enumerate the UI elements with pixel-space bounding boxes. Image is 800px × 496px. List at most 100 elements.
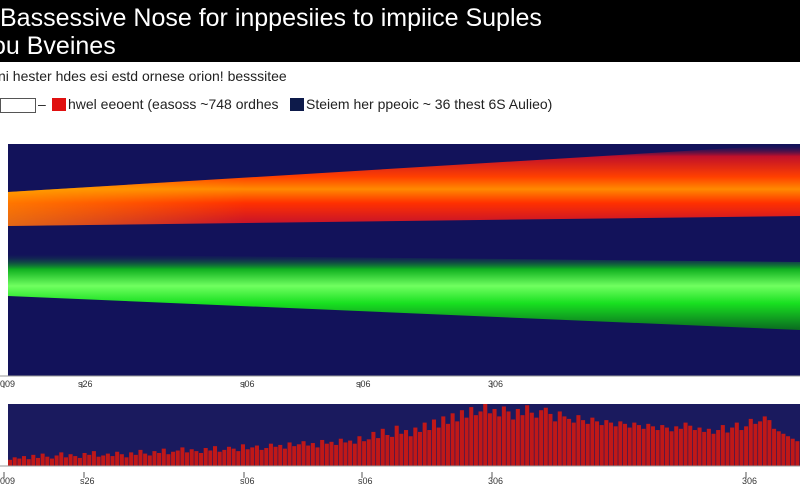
bar	[161, 448, 166, 466]
bar	[115, 451, 120, 466]
bar	[236, 451, 241, 466]
bar	[450, 413, 455, 466]
bar	[96, 456, 101, 466]
bar	[324, 443, 329, 466]
bar	[730, 427, 735, 466]
bar	[781, 433, 786, 466]
bar	[427, 430, 432, 466]
bar	[208, 450, 213, 466]
bar	[744, 426, 749, 466]
bar	[473, 415, 478, 466]
bar	[604, 420, 609, 466]
bar	[254, 445, 259, 466]
bar	[674, 426, 679, 466]
legend-dash: –	[38, 96, 46, 112]
bar	[306, 445, 311, 466]
bar	[166, 454, 171, 466]
bar	[506, 411, 511, 466]
bar	[576, 415, 581, 466]
bar	[31, 454, 36, 466]
x-tick-label: s06	[358, 476, 373, 486]
bar	[459, 410, 464, 466]
series-red-highlight	[8, 144, 800, 226]
bar	[8, 459, 13, 466]
bar	[17, 458, 22, 466]
x-tick-label: s06	[240, 476, 255, 486]
bar	[226, 446, 232, 466]
bar	[157, 452, 162, 466]
bar	[599, 425, 604, 466]
bar	[758, 421, 763, 466]
bar	[240, 444, 245, 466]
bar	[278, 444, 283, 466]
bar	[180, 447, 185, 466]
bar	[464, 417, 469, 466]
bar	[748, 418, 753, 466]
bar	[334, 444, 339, 466]
bar	[26, 459, 31, 466]
bar	[82, 452, 87, 466]
bar	[585, 423, 590, 466]
bar	[203, 448, 208, 466]
bar	[385, 435, 390, 466]
bar	[753, 423, 758, 466]
bar	[147, 455, 152, 466]
x-tick-label: s26	[80, 476, 95, 486]
bar	[222, 449, 227, 466]
bar	[562, 416, 567, 466]
title-bar: Bassessive Nose for inppesiies to impiic…	[0, 0, 800, 62]
x-tick-label: s06	[240, 379, 255, 389]
bar	[217, 451, 222, 466]
bar	[543, 407, 548, 466]
x-tick-label: 306	[488, 476, 503, 486]
bar	[790, 438, 795, 466]
bar	[487, 413, 492, 466]
bar	[371, 431, 376, 466]
bar	[189, 449, 194, 466]
legend-label-1: hwel eeoent (easoss ~748 ordhes	[68, 96, 279, 112]
bar	[725, 432, 730, 466]
bar	[776, 431, 781, 466]
top-x-ticks: 009 s26 s06 s06 306	[0, 379, 503, 389]
bar	[259, 449, 264, 466]
bar	[143, 453, 148, 466]
bar	[525, 405, 530, 466]
bar	[91, 451, 96, 466]
bar	[320, 439, 325, 466]
bar	[711, 433, 716, 466]
bar	[436, 427, 441, 466]
bar	[702, 431, 707, 466]
bar	[310, 443, 315, 466]
bar	[357, 436, 362, 466]
x-tick-label: s26	[78, 379, 93, 389]
bar	[175, 450, 180, 466]
x-tick-label: s06	[356, 379, 371, 389]
bar	[795, 441, 800, 466]
bar	[264, 448, 269, 466]
bar	[734, 422, 739, 466]
bar	[101, 455, 106, 466]
bar	[110, 456, 115, 466]
bar	[595, 421, 600, 466]
bar	[706, 428, 711, 466]
bar	[348, 440, 353, 466]
bar	[567, 418, 572, 466]
bar	[133, 454, 138, 466]
bottom-x-ticks: 009 s26 s06 s06 306 306	[0, 472, 757, 486]
bar	[762, 416, 767, 466]
bar	[627, 427, 632, 466]
bar	[664, 427, 669, 466]
bottom-bars	[8, 404, 800, 466]
bar	[408, 436, 413, 466]
bar	[632, 422, 637, 466]
bar	[292, 446, 297, 466]
bar	[660, 425, 665, 466]
bar	[199, 452, 204, 466]
bar	[338, 438, 343, 466]
bar	[622, 423, 628, 466]
bar	[697, 427, 702, 466]
chart-title-line2: ou Bveines	[0, 32, 116, 60]
bar	[282, 448, 287, 466]
bar	[478, 411, 483, 466]
